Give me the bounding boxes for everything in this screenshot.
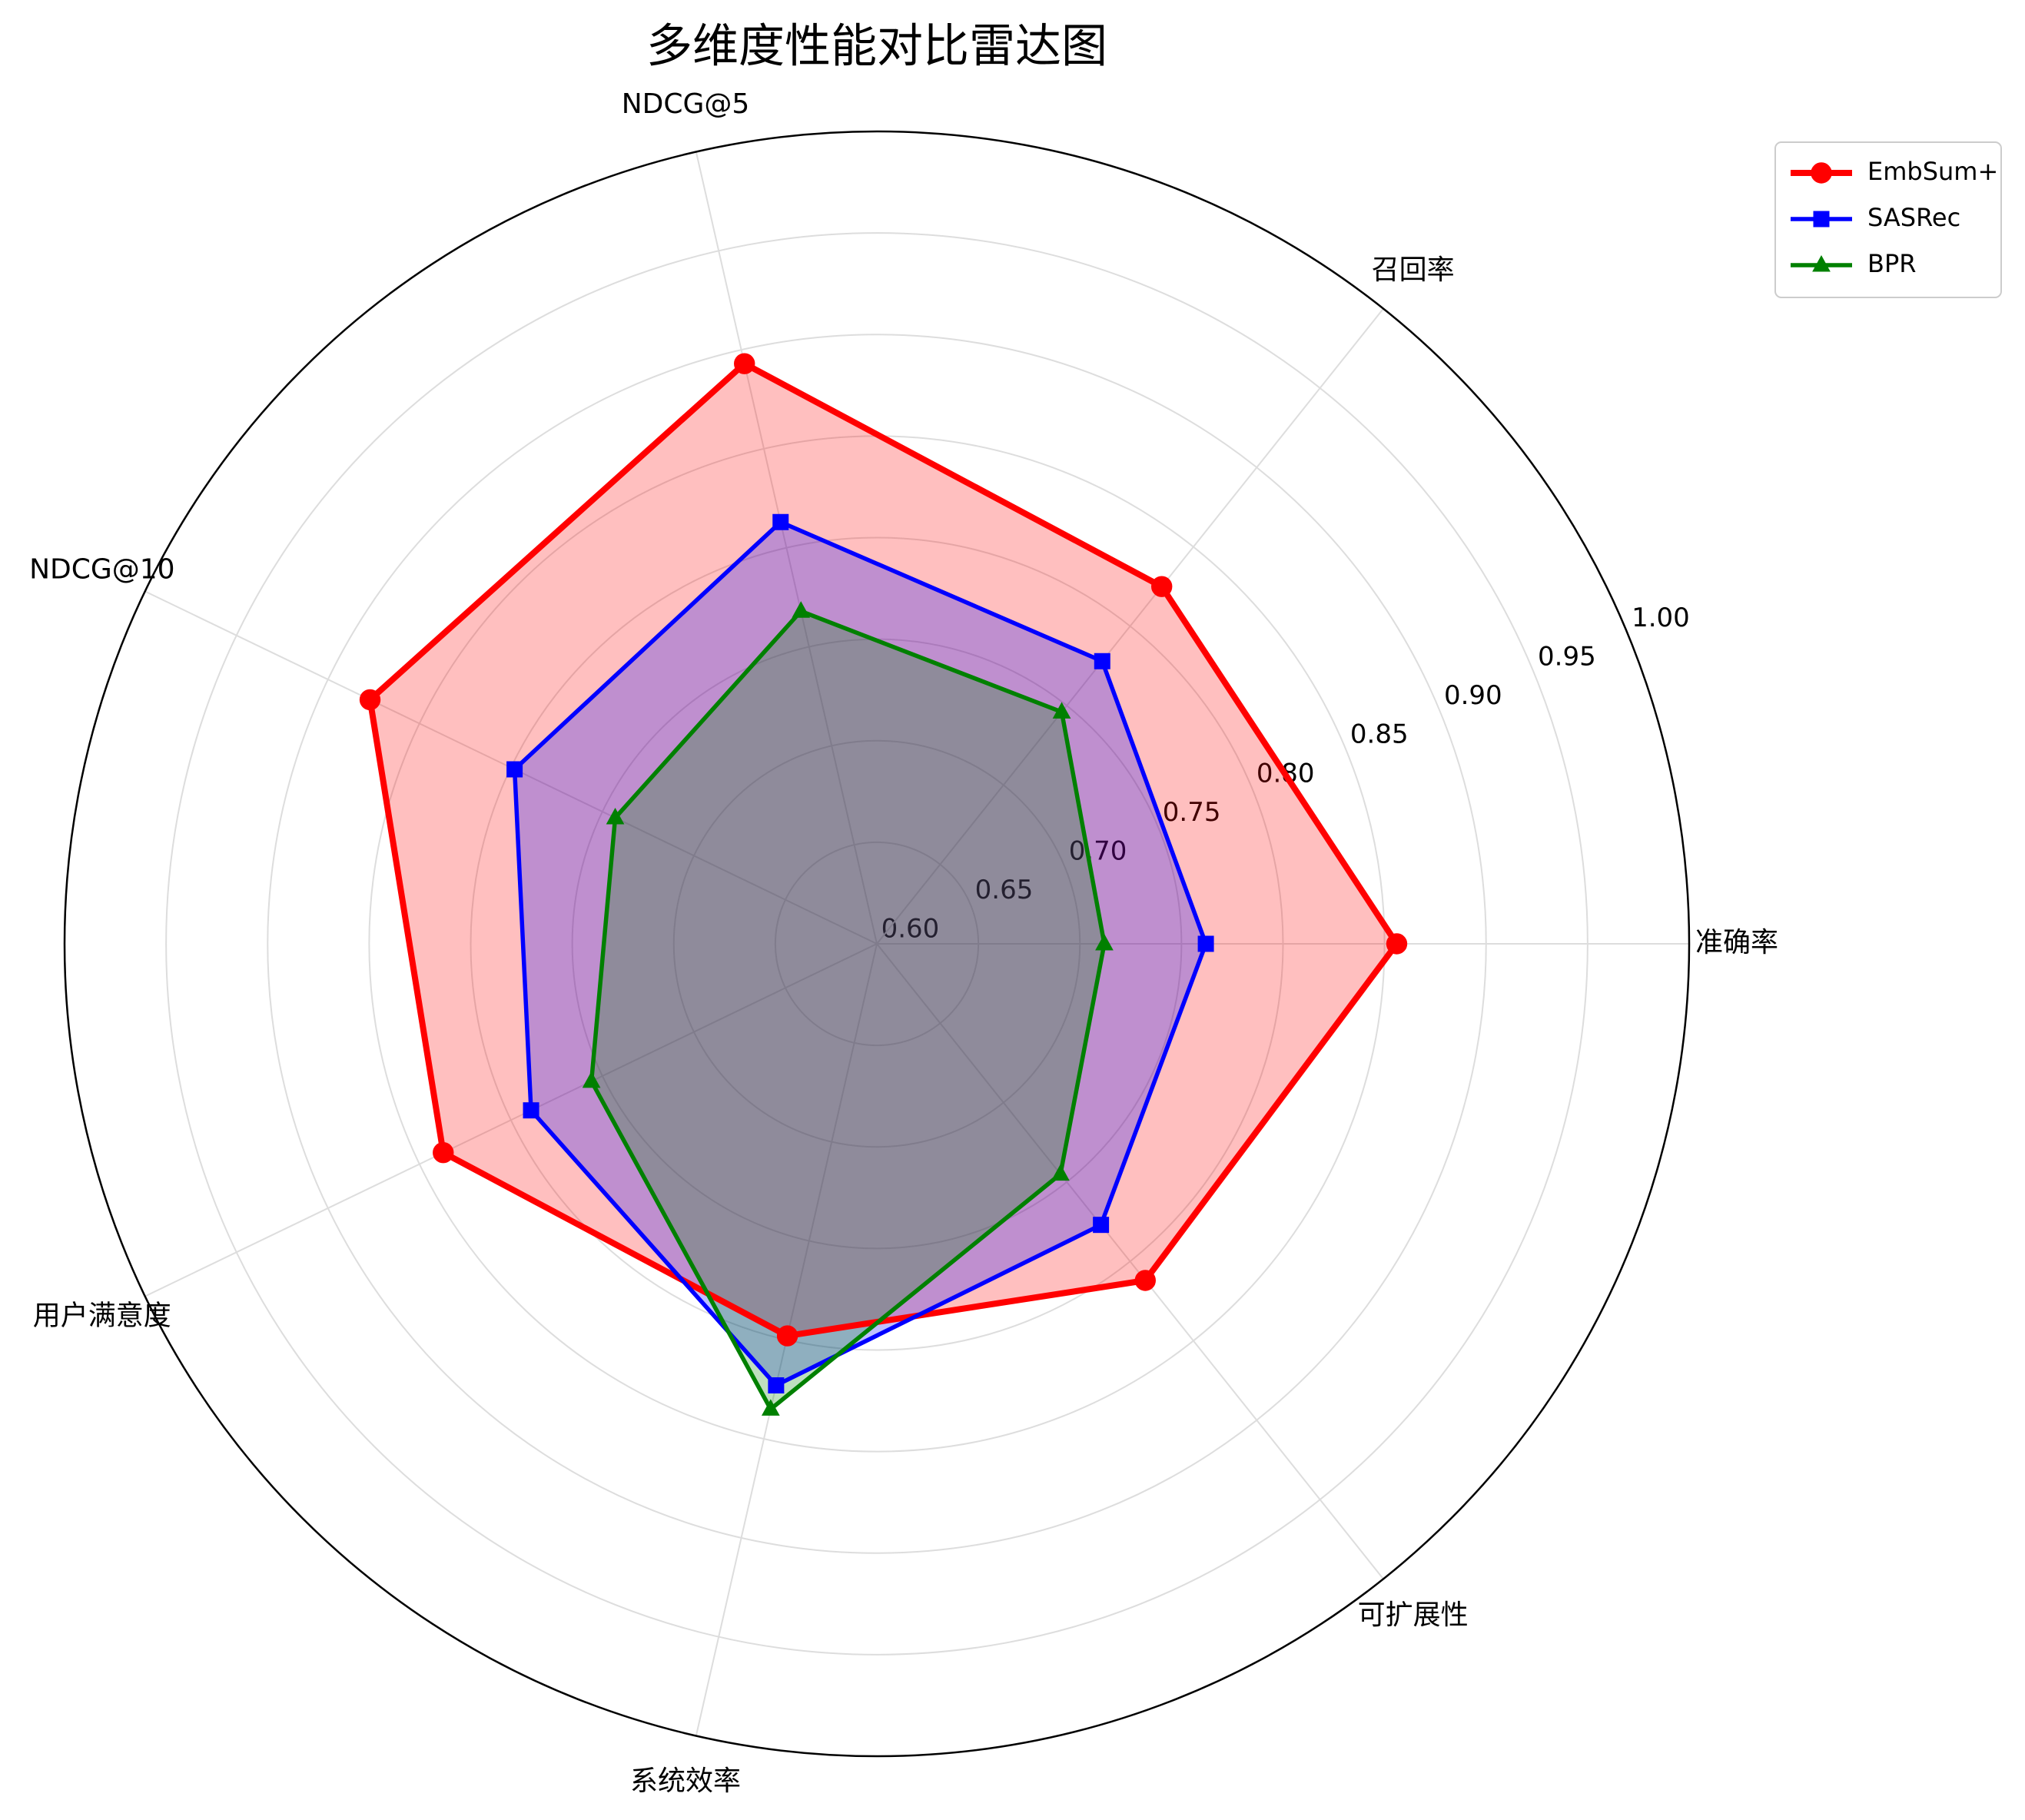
- category-label: 系统效率: [630, 1765, 741, 1797]
- category-label: 用户满意度: [33, 1300, 171, 1332]
- marker: [1051, 1164, 1070, 1181]
- marker: [772, 513, 789, 530]
- marker: [768, 1377, 785, 1394]
- r-tick-label: 1.00: [1632, 603, 1690, 633]
- spoke: [876, 307, 1384, 945]
- spoke: [144, 943, 878, 1297]
- marker: [606, 808, 625, 825]
- r-tick-label: 0.70: [1069, 835, 1127, 866]
- marker: [776, 1325, 798, 1347]
- legend-label: SASRec: [1867, 203, 1960, 232]
- marker: [523, 1102, 539, 1119]
- spoke: [876, 943, 1384, 1580]
- category-label: 可扩展性: [1358, 1599, 1469, 1631]
- marker: [1813, 211, 1830, 227]
- category-label: NDCG@10: [29, 553, 175, 585]
- chart-title: 多维度性能对比雷达图: [646, 20, 1107, 74]
- legend-label: BPR: [1867, 249, 1916, 278]
- marker: [734, 353, 755, 374]
- category-label: NDCG@5: [622, 88, 750, 120]
- marker: [1134, 1270, 1156, 1291]
- series-area: [591, 611, 1104, 1410]
- spoke: [695, 151, 878, 945]
- marker: [359, 689, 381, 711]
- marker: [1151, 576, 1173, 597]
- marker: [761, 1399, 780, 1416]
- r-tick-label: 0.60: [881, 914, 940, 945]
- r-tick-label: 0.75: [1163, 797, 1221, 828]
- outer-frame: [63, 130, 1691, 1758]
- marker: [1052, 702, 1071, 719]
- legend-label: EmbSum+: [1867, 157, 1998, 186]
- marker: [1812, 254, 1831, 272]
- series-line: [367, 360, 1400, 1340]
- series-area: [370, 364, 1397, 1337]
- marker: [1386, 933, 1408, 955]
- marker: [1197, 935, 1214, 952]
- legend-frame: [1774, 141, 2002, 298]
- series-line: [512, 520, 1208, 1388]
- marker: [1093, 1217, 1110, 1234]
- category-label: 召回率: [1372, 254, 1455, 286]
- marker: [1094, 653, 1110, 669]
- r-tick-label: 0.95: [1538, 642, 1596, 673]
- series-line: [589, 609, 1107, 1412]
- marker: [792, 601, 811, 618]
- marker: [506, 761, 523, 778]
- r-tick-label: 0.85: [1350, 719, 1409, 750]
- legend: EmbSum+ SASRec BPR: [1774, 141, 2002, 298]
- marker: [582, 1071, 601, 1088]
- r-tick-label: 0.65: [975, 875, 1034, 905]
- category-label: 准确率: [1695, 927, 1778, 958]
- marker: [1095, 933, 1114, 951]
- r-tick-label: 0.90: [1444, 680, 1502, 711]
- marker: [433, 1142, 454, 1164]
- marker: [1811, 162, 1832, 184]
